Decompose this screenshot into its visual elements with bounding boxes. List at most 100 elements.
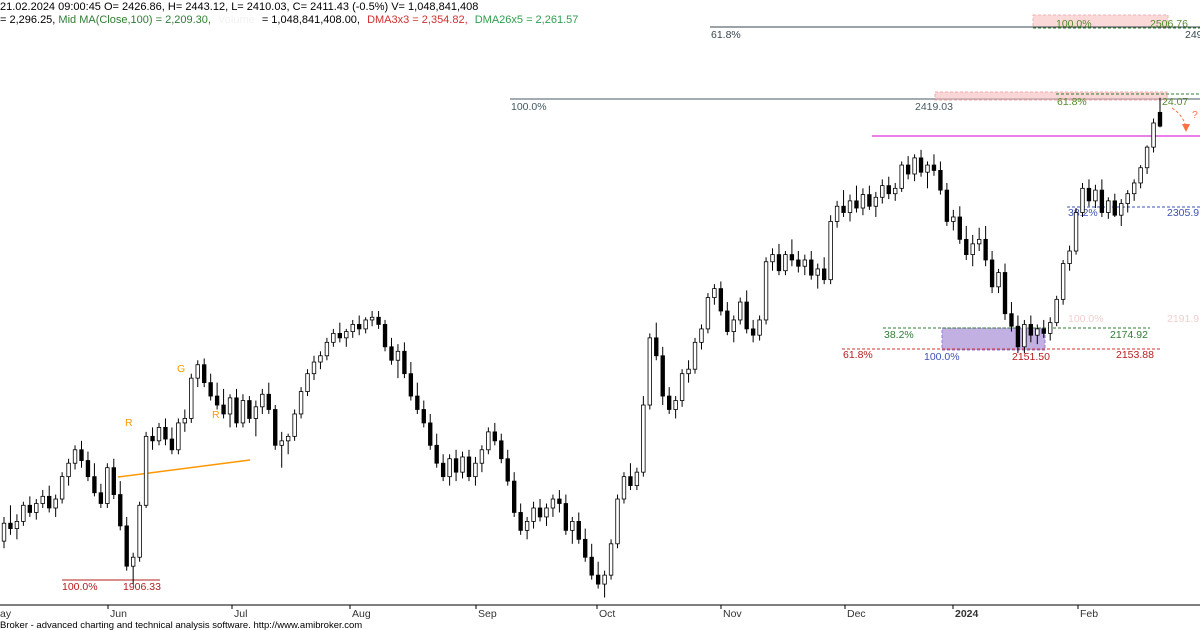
candle[interactable] xyxy=(324,337,330,361)
candle[interactable] xyxy=(40,490,45,508)
candle[interactable] xyxy=(834,200,840,228)
candle[interactable] xyxy=(1131,179,1137,201)
candle[interactable] xyxy=(518,503,523,535)
candle[interactable] xyxy=(783,251,788,276)
orange-trendline[interactable] xyxy=(117,459,251,478)
candle[interactable] xyxy=(169,427,175,455)
candle[interactable] xyxy=(118,481,123,531)
candle[interactable] xyxy=(1151,118,1156,153)
candle[interactable] xyxy=(298,387,304,419)
candle[interactable] xyxy=(1,516,7,549)
candle[interactable] xyxy=(789,239,795,267)
candle[interactable] xyxy=(1157,97,1163,128)
candle[interactable] xyxy=(85,451,91,482)
candle[interactable] xyxy=(1125,190,1130,213)
candle[interactable] xyxy=(292,409,297,441)
candle[interactable] xyxy=(460,451,465,479)
candle[interactable] xyxy=(667,387,672,414)
candle[interactable] xyxy=(214,382,220,410)
candle[interactable] xyxy=(873,191,879,217)
candle[interactable] xyxy=(647,333,652,410)
candle[interactable] xyxy=(208,373,213,401)
candle[interactable] xyxy=(163,418,168,446)
candle[interactable] xyxy=(202,358,207,388)
candle[interactable] xyxy=(1138,165,1143,189)
candle[interactable] xyxy=(744,290,749,334)
candle[interactable] xyxy=(273,405,278,450)
candle[interactable] xyxy=(602,570,607,598)
candle[interactable] xyxy=(486,427,491,455)
candle[interactable] xyxy=(247,396,252,423)
candle[interactable] xyxy=(350,319,355,338)
candle[interactable] xyxy=(402,342,407,379)
candle[interactable] xyxy=(79,440,84,468)
candle[interactable] xyxy=(1022,319,1027,354)
candle[interactable] xyxy=(473,456,478,486)
candle[interactable] xyxy=(21,501,26,526)
candle[interactable] xyxy=(382,319,388,352)
candle[interactable] xyxy=(925,161,930,189)
candle[interactable] xyxy=(440,454,446,482)
candle[interactable] xyxy=(537,499,543,522)
candle[interactable] xyxy=(357,315,362,336)
candle[interactable] xyxy=(815,263,820,289)
candle[interactable] xyxy=(531,501,536,529)
candle[interactable] xyxy=(660,346,665,406)
candle[interactable] xyxy=(524,516,530,540)
candle[interactable] xyxy=(395,344,401,379)
candle[interactable] xyxy=(1060,259,1066,305)
candle[interactable] xyxy=(124,516,129,571)
candle[interactable] xyxy=(718,281,724,316)
candle[interactable] xyxy=(421,400,426,428)
candle[interactable] xyxy=(983,225,988,267)
candle[interactable] xyxy=(731,315,736,343)
candle[interactable] xyxy=(964,225,969,260)
candle[interactable] xyxy=(130,552,136,585)
candle[interactable] xyxy=(931,154,937,176)
candle[interactable] xyxy=(453,449,459,482)
candle[interactable] xyxy=(105,463,110,508)
candle[interactable] xyxy=(621,472,627,504)
candle[interactable] xyxy=(628,463,633,491)
candle[interactable] xyxy=(899,161,904,192)
candle[interactable] xyxy=(809,251,814,280)
candle[interactable] xyxy=(841,190,846,217)
candle[interactable] xyxy=(880,179,885,204)
candle[interactable] xyxy=(240,394,246,428)
candle[interactable] xyxy=(137,501,142,562)
candle[interactable] xyxy=(195,360,200,388)
candle[interactable] xyxy=(1073,208,1079,255)
candle[interactable] xyxy=(512,472,517,517)
candle[interactable] xyxy=(757,315,762,341)
candle[interactable] xyxy=(563,494,569,535)
candle[interactable] xyxy=(976,227,982,252)
candle[interactable] xyxy=(550,494,556,517)
candle[interactable] xyxy=(673,396,678,419)
candle[interactable] xyxy=(905,156,911,180)
candle[interactable] xyxy=(72,445,78,470)
candle[interactable] xyxy=(738,297,743,325)
candle[interactable] xyxy=(176,418,181,455)
candle[interactable] xyxy=(260,388,265,414)
candle[interactable] xyxy=(1054,295,1059,327)
candle[interactable] xyxy=(1015,315,1021,354)
candle[interactable] xyxy=(227,394,233,428)
candle[interactable] xyxy=(337,322,342,343)
candle[interactable] xyxy=(182,409,188,432)
candle[interactable] xyxy=(595,561,601,589)
candle[interactable] xyxy=(938,161,943,195)
candle[interactable] xyxy=(1009,302,1014,332)
candle[interactable] xyxy=(466,449,472,482)
candle[interactable] xyxy=(544,503,549,526)
candle[interactable] xyxy=(221,388,226,419)
candle[interactable] xyxy=(893,182,898,201)
candle[interactable] xyxy=(47,485,52,513)
candle[interactable] xyxy=(641,396,646,477)
candle[interactable] xyxy=(912,154,917,182)
candle[interactable] xyxy=(583,528,588,562)
candle[interactable] xyxy=(1119,199,1124,226)
candle[interactable] xyxy=(92,463,97,497)
candle[interactable] xyxy=(1144,145,1150,175)
candle[interactable] xyxy=(1093,184,1098,209)
